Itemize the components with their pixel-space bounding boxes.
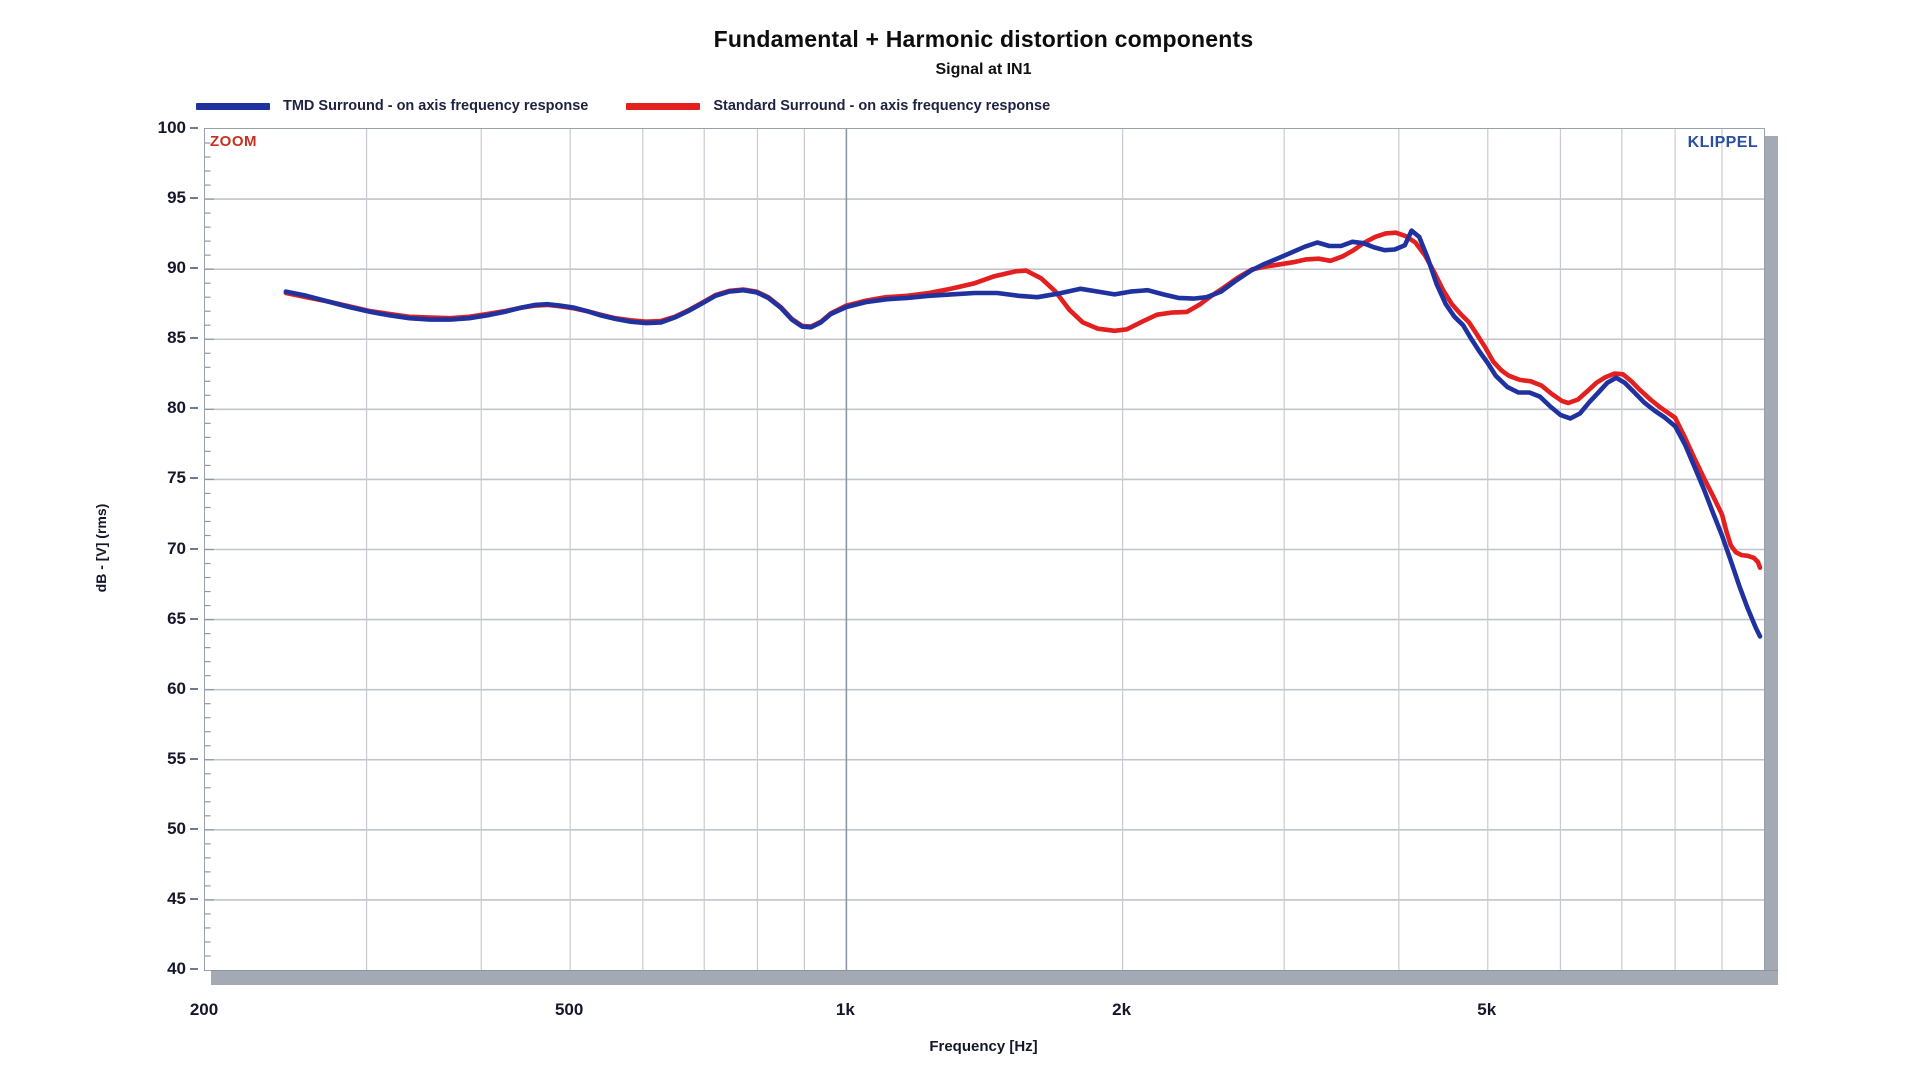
y-tick-label: 60 bbox=[167, 678, 186, 698]
y-tick-label: 70 bbox=[167, 538, 186, 558]
legend-item-tmd-surround: TMD Surround - on axis frequency respons… bbox=[196, 98, 588, 114]
y-tick-mark bbox=[190, 547, 198, 550]
y-tick-mark bbox=[190, 337, 198, 340]
chart-canvas bbox=[205, 129, 1764, 970]
y-tick-mark bbox=[190, 197, 198, 200]
y-tick-mark bbox=[190, 827, 198, 830]
y-tick-mark bbox=[190, 407, 198, 410]
y-tick-mark bbox=[190, 757, 198, 760]
curve-standard bbox=[283, 230, 1763, 571]
y-tick-label: 50 bbox=[167, 818, 186, 838]
y-axis-title: dB - [V] (rms) bbox=[93, 503, 109, 593]
y-tick-mark bbox=[190, 477, 198, 480]
plot-shadow-right bbox=[1765, 136, 1778, 984]
x-axis-title: Frequency [Hz] bbox=[929, 1038, 1038, 1055]
y-tick-label: 90 bbox=[167, 258, 186, 278]
red-line-swatch bbox=[626, 102, 701, 110]
y-tick-label: 75 bbox=[167, 468, 186, 488]
y-tick-label: 100 bbox=[157, 118, 186, 137]
y-tick-label: 65 bbox=[167, 608, 186, 628]
x-tick-label: 5k bbox=[1477, 1000, 1497, 1019]
legend: TMD Surround - on axis frequency respons… bbox=[196, 98, 1050, 114]
y-tick-mark bbox=[190, 968, 198, 970]
x-tick-label: 200 bbox=[189, 1000, 219, 1019]
legend-label: Standard Surround - on axis frequency re… bbox=[713, 98, 1051, 114]
blue-line-swatch bbox=[196, 102, 270, 110]
y-tick-mark bbox=[190, 267, 198, 270]
y-tick-label: 85 bbox=[167, 328, 186, 348]
x-tick-label: 2k bbox=[1112, 1000, 1132, 1019]
y-tick-label: 55 bbox=[167, 748, 186, 768]
y-tick-mark bbox=[190, 127, 198, 129]
curve-tmd bbox=[283, 228, 1763, 639]
y-tick-mark bbox=[190, 897, 198, 900]
legend-label: TMD Surround - on axis frequency respons… bbox=[283, 98, 589, 114]
legend-item-standard-surround: Standard Surround - on axis frequency re… bbox=[626, 98, 1050, 114]
y-tick-label: 95 bbox=[167, 188, 186, 208]
x-tick-label: 500 bbox=[554, 1000, 584, 1019]
chart-title: Fundamental + Harmonic distortion compon… bbox=[713, 26, 1254, 52]
plot-shadow-bottom bbox=[211, 970, 1778, 985]
chart-subtitle: Signal at IN1 bbox=[935, 61, 1032, 78]
y-tick-mark bbox=[190, 687, 198, 690]
y-tick-label: 40 bbox=[167, 959, 186, 978]
y-tick-label: 80 bbox=[167, 398, 186, 418]
y-tick-mark bbox=[190, 617, 198, 620]
plot-area bbox=[204, 128, 1765, 971]
y-tick-label: 45 bbox=[167, 888, 186, 908]
x-tick-label: 1k bbox=[835, 1000, 855, 1019]
klippel-logo: KLIPPEL bbox=[1687, 134, 1758, 151]
zoom-mode-label: ZOOM bbox=[210, 133, 257, 150]
